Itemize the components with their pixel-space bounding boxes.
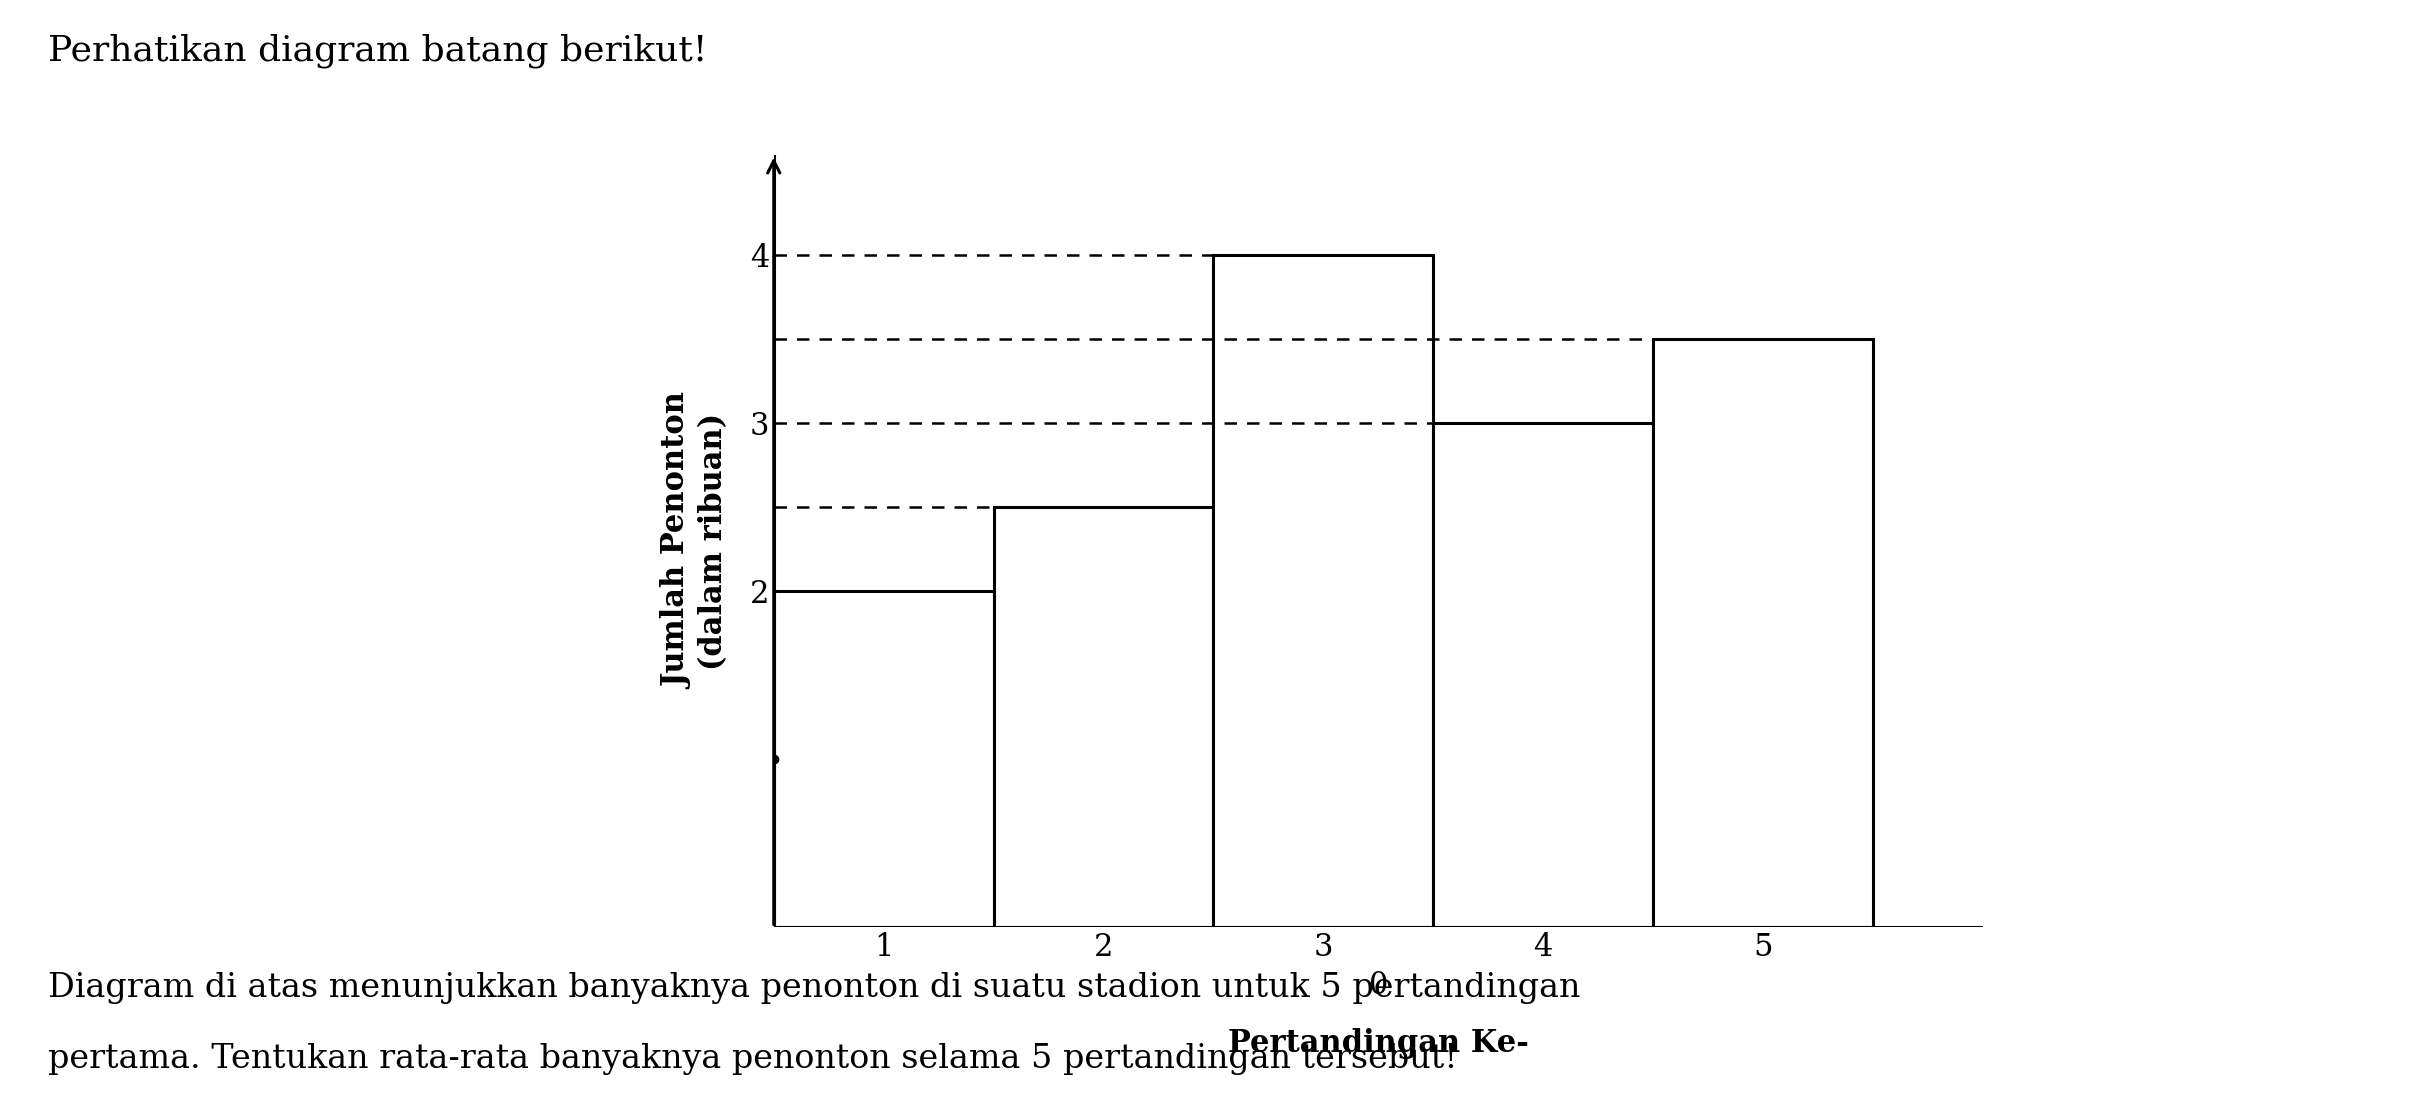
Bar <box>1434 423 1654 927</box>
Text: Diagram di atas menunjukkan banyaknya penonton di suatu stadion untuk 5 pertandi: Diagram di atas menunjukkan banyaknya pe… <box>48 972 1581 1004</box>
Y-axis label: Jumlah Penonton
(dalam ribuan): Jumlah Penonton (dalam ribuan) <box>663 393 728 689</box>
Bar <box>994 508 1214 927</box>
Text: pertama. Tentukan rata-rata banyaknya penonton selama 5 pertandingan tersebut!: pertama. Tentukan rata-rata banyaknya pe… <box>48 1043 1458 1075</box>
Text: 0: 0 <box>1369 969 1388 1001</box>
Text: Pertandingan Ke-: Pertandingan Ke- <box>1228 1028 1528 1059</box>
Bar <box>1654 339 1874 927</box>
Bar <box>1214 255 1434 927</box>
Bar <box>774 592 994 927</box>
Text: Perhatikan diagram batang berikut!: Perhatikan diagram batang berikut! <box>48 33 708 67</box>
